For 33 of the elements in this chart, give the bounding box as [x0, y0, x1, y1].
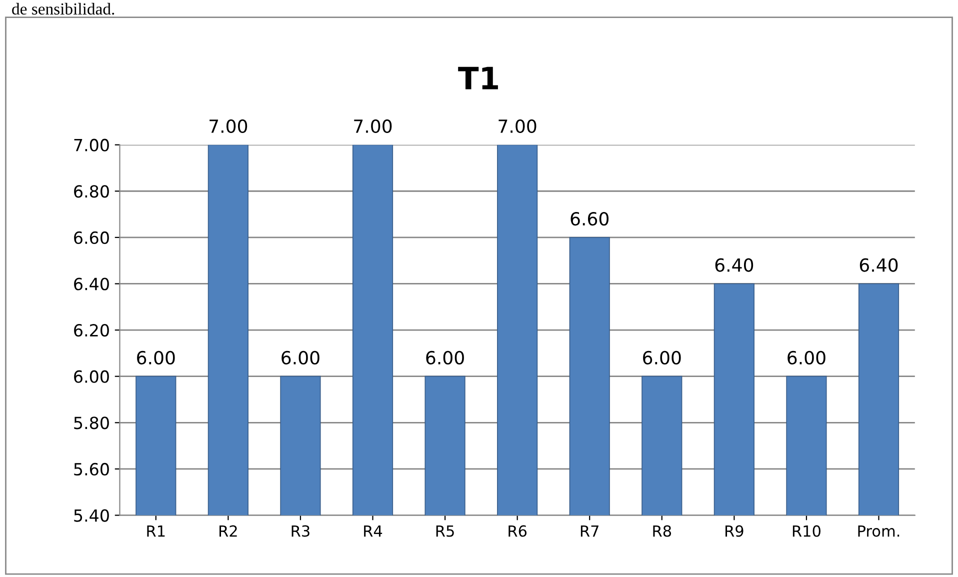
- text: de sensibilidad.: [12, 2, 114, 15]
- data-label: 6.40: [715, 258, 754, 272]
- x-tick-label: R1: [147, 525, 165, 537]
- x-tick-label: R4: [364, 525, 382, 537]
- x-tick-label: Prom.: [858, 525, 900, 537]
- x-tick-label: R5: [436, 525, 454, 537]
- data-label: 6.00: [788, 350, 826, 365]
- y-tick-label: 6.60: [74, 231, 109, 244]
- x-tick-label: R2: [220, 525, 237, 537]
- x-tick-label: R9: [726, 525, 744, 537]
- data-label: 7.00: [498, 119, 536, 133]
- y-tick-label: 7.00: [74, 138, 109, 152]
- y-tick-label: 6.20: [74, 324, 109, 337]
- data-label: 7.00: [210, 119, 248, 133]
- x-tick-label: R6: [508, 525, 527, 537]
- x-tick-label: R10: [792, 525, 820, 537]
- data-label: 6.00: [282, 350, 320, 365]
- y-tick-label: 6.80: [74, 185, 109, 198]
- data-label: 6.00: [426, 350, 464, 365]
- y-tick-label: 6.40: [74, 278, 109, 290]
- y-tick-label: 5.60: [74, 462, 109, 476]
- y-tick-label: 5.80: [74, 416, 109, 430]
- data-label: 6.00: [137, 350, 175, 365]
- data-label: 6.40: [860, 258, 898, 272]
- y-tick-label: 6.00: [74, 370, 109, 383]
- data-label: 6.00: [643, 350, 681, 365]
- data-label: 6.60: [570, 212, 609, 226]
- x-tick-label: R8: [653, 525, 672, 537]
- chart-title: T1: [458, 66, 498, 90]
- x-tick-label: R7: [580, 525, 598, 537]
- x-tick-label: R3: [292, 525, 310, 537]
- data-label: 7.00: [354, 119, 392, 133]
- y-tick-label: 5.40: [74, 509, 109, 522]
